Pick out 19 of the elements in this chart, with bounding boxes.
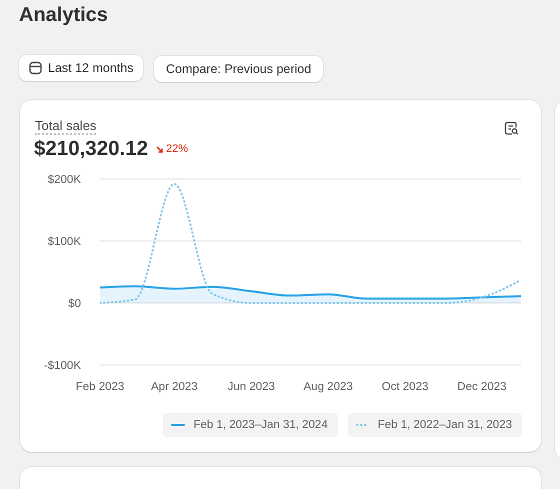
y-tick-label: $100K	[48, 236, 82, 248]
text: Analytics	[19, 4, 108, 27]
x-tick-label: Jun 2023	[228, 381, 275, 394]
x-tick-label: Dec 2023	[457, 381, 507, 394]
text: 22%	[166, 143, 188, 155]
text: Compare: Previous period	[166, 62, 312, 76]
text: Last 12 months	[48, 61, 134, 75]
x-tick-label: Apr 2023	[151, 381, 198, 394]
chart-subtitle: $210,320.12	[34, 136, 148, 162]
y-tick-label: -$100K	[44, 360, 82, 372]
x-tick-label: Aug 2023	[304, 381, 353, 394]
chart-title: Total sales	[35, 118, 96, 135]
legend-label: Feb 1, 2022–Jan 31, 2023	[378, 419, 512, 431]
legend-label: Feb 1, 2023–Jan 31, 2024	[193, 419, 328, 431]
x-tick-label: Oct 2023	[382, 381, 428, 394]
x-tick-label: Feb 2023	[76, 381, 124, 394]
y-tick-label: $200K	[48, 174, 82, 186]
y-tick-label: $0	[68, 298, 81, 310]
line-series	[100, 182, 521, 304]
